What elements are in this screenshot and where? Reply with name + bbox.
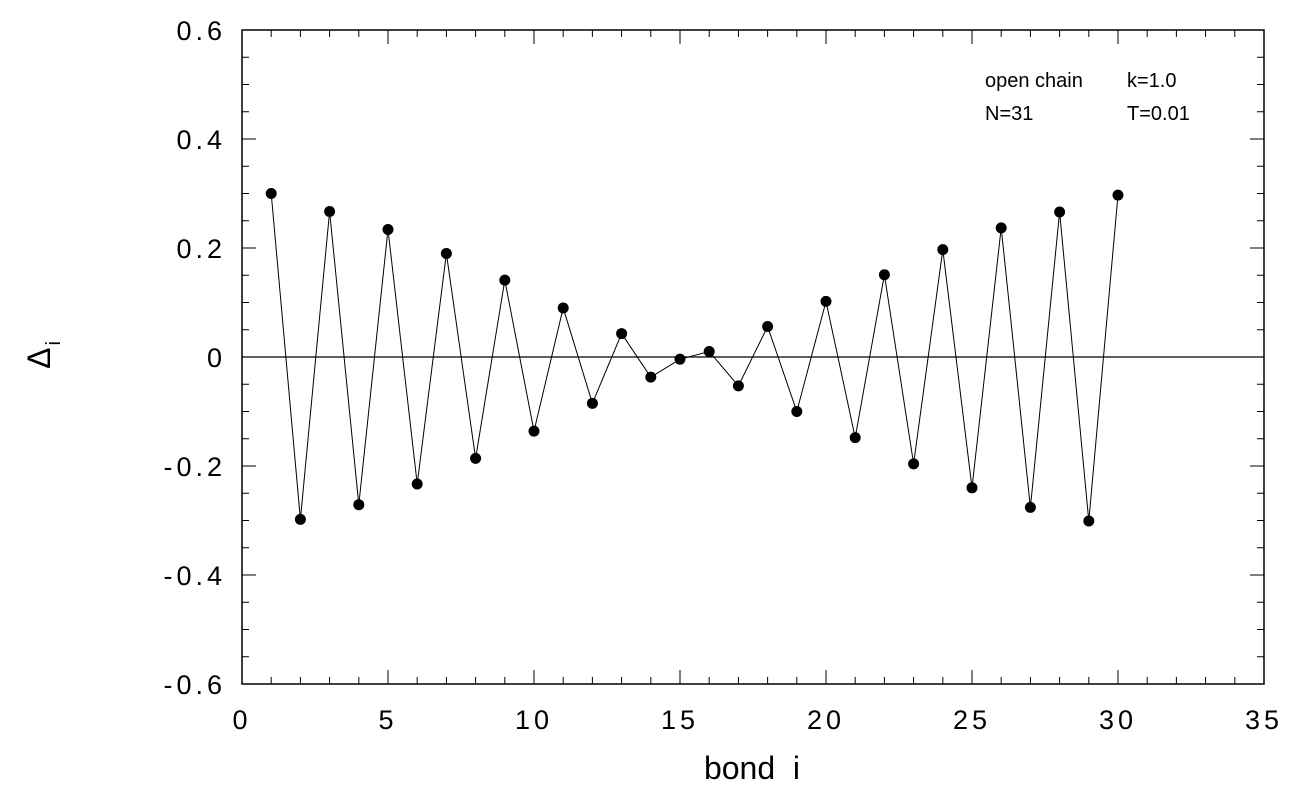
x-tick-label: 30 [1099,705,1137,735]
data-point [645,371,657,383]
data-point [411,478,423,490]
annotation-chain-type: open chain [985,70,1083,92]
x-tick-label: 15 [661,705,699,735]
data-point [878,269,890,281]
y-tick-label: 0.6 [176,16,226,46]
x-tick-label: 5 [378,705,397,735]
data-point [908,458,920,470]
data-point [820,295,832,307]
plot-area [241,29,1265,685]
x-tick-label: 35 [1245,705,1283,735]
data-point [1024,501,1036,513]
x-tick-label: 0 [232,705,251,735]
data-point [557,302,569,314]
data-point [849,432,861,444]
data-point [499,274,511,286]
data-point [966,482,978,494]
data-points [265,188,1124,527]
data-point [528,425,540,437]
data-point [265,188,277,199]
x-tick-label: 20 [807,705,845,735]
data-point [324,205,336,217]
y-tick-label: -0.6 [163,670,226,700]
x-tick-label: 10 [515,705,553,735]
data-point [440,247,452,259]
data-point [791,406,803,417]
series-polyline [270,193,1119,522]
data-point [995,222,1007,234]
data-point [616,328,628,340]
x-axis-title: bond i [704,750,800,786]
data-point [382,223,394,235]
data-point [674,353,686,365]
annotation-t: T=0.01 [1127,103,1190,125]
data-point [1054,206,1066,218]
data-point [1112,189,1124,201]
data-point [937,244,949,256]
annotation-k: k=1.0 [1127,70,1176,92]
data-point [732,380,744,392]
y-axis-title-subscript: i [43,341,65,345]
y-axis-title-symbol: Δ [21,348,57,369]
y-tick-label: -0.4 [163,561,226,591]
x-tick-label: 25 [953,705,991,735]
data-point [1083,515,1095,527]
data-point [586,397,598,409]
y-tick-label: 0.2 [176,234,226,264]
data-point [762,320,774,332]
data-point [294,513,306,525]
y-tick-label: 0.4 [176,125,226,155]
y-tick-label: 0 [207,343,226,373]
svg-text:Δi: Δi [21,341,65,369]
annotation-block: open chain k=1.0 N=31 T=0.01 [985,70,1190,125]
data-point [353,499,365,511]
series-line [270,193,1119,522]
annotation-n: N=31 [985,103,1033,125]
y-tick-label: -0.2 [163,452,226,482]
y-axis-title: Δi [21,341,65,369]
y-tick-labels: 0.6 0.4 0.2 0 -0.2 -0.4 -0.6 [163,16,226,700]
axis-ticks [241,29,1265,685]
data-point [470,452,482,464]
data-point [703,346,715,358]
x-tick-labels: 0 5 10 15 20 25 30 35 [232,705,1283,735]
